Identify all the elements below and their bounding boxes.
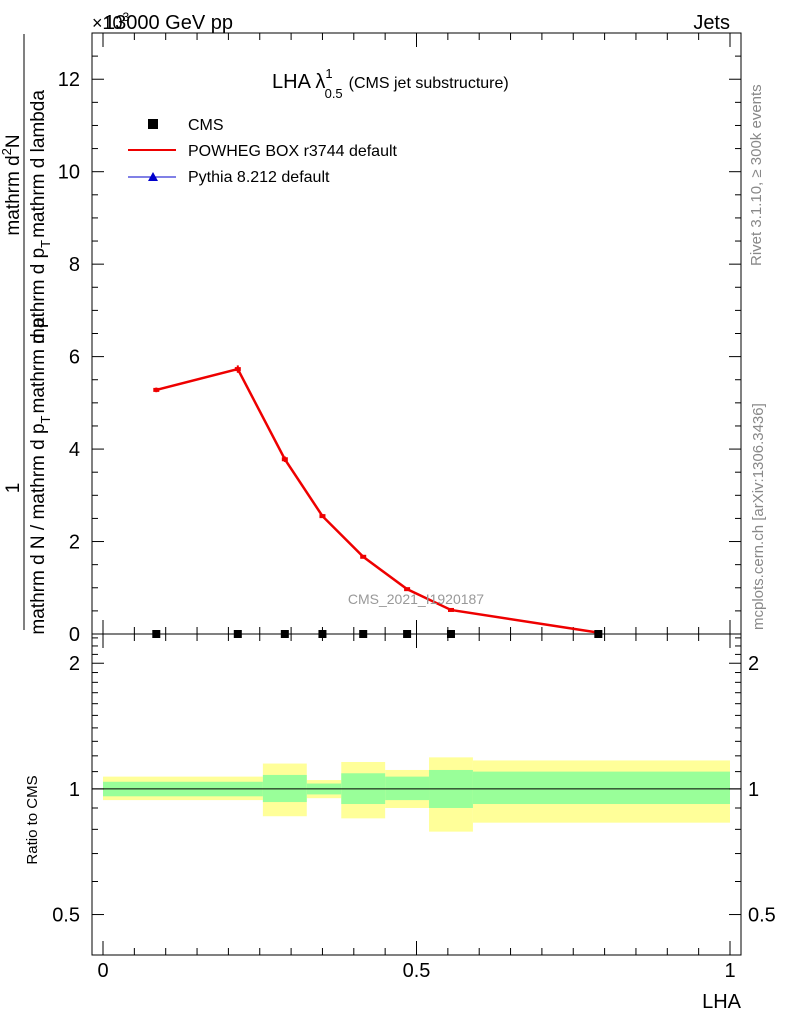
x-ticks: 0 0.5 1 — [97, 33, 736, 982]
cms-point — [280, 630, 289, 638]
ratio-y-tick-label-left: 0.5 — [52, 905, 80, 927]
ratio-y-tick-label-right: 2 — [748, 653, 759, 675]
ratio-band-inner-4 — [385, 776, 430, 801]
y-label-denom-2: mathrm d pTmathrm d lambda — [28, 90, 53, 344]
powheg-point — [234, 367, 241, 372]
main-y-axis-label: 1 mathrm d N / mathrm d pTmathrm d p mat… — [0, 34, 53, 635]
main-y-tick-label: 10 — [58, 162, 80, 184]
legend-powheg-label: POWHEG BOX r3744 default — [188, 143, 398, 160]
cms-point — [233, 630, 242, 638]
powheg-point — [281, 457, 288, 462]
x-tick-label: 0 — [97, 960, 108, 982]
powheg-point — [447, 607, 454, 612]
legend-pythia-label: Pythia 8.212 default — [188, 169, 330, 186]
legend-cms-marker — [148, 119, 158, 129]
legend: CMS POWHEG BOX r3744 default Pythia 8.21… — [128, 117, 398, 186]
main-y-tick-label: 4 — [69, 439, 80, 461]
multiplier-label: ×103 — [92, 10, 130, 33]
y-label-denom-1: mathrm d N / mathrm d pTmathrm d p — [28, 317, 53, 634]
powheg-point — [360, 554, 367, 559]
cms-point — [446, 630, 455, 638]
powheg-point — [153, 387, 160, 392]
ratio-y-tick-label-left: 2 — [69, 653, 80, 675]
main-y-tick-label: 12 — [58, 69, 80, 91]
legend-pythia-marker — [148, 172, 158, 181]
legend-cms-label: CMS — [188, 117, 224, 134]
powheg-point — [404, 587, 411, 592]
y-label-numer-2: mathrm d2N — [0, 134, 24, 235]
ratio-band-inner-6 — [472, 771, 730, 805]
ratio-y-tick-label-right: 1 — [748, 779, 759, 801]
series-layer — [152, 365, 603, 638]
plot-title: LHA λ1 0.5(CMS jet substructure) — [272, 66, 509, 101]
mcplots-label: mcplots.cern.ch [arXiv:1306.3436] — [750, 403, 767, 630]
cms-point — [359, 630, 368, 638]
main-y-tick-label: 6 — [69, 347, 80, 369]
main-y-tick-label: 2 — [69, 532, 80, 554]
x-tick-label: 1 — [724, 960, 735, 982]
ratio-y-tick-label-left: 1 — [69, 779, 80, 801]
main-y-tick-label: 8 — [69, 254, 80, 276]
ratio-y-tick-label-right: 0.5 — [748, 905, 776, 927]
main-ticks: 0 2 4 6 8 10 12 — [58, 32, 741, 646]
x-axis-label: LHA — [702, 991, 742, 1013]
cms-point — [594, 630, 603, 638]
category-label: Jets — [693, 12, 730, 34]
powheg-point — [319, 514, 326, 519]
ratio-y-axis-label: Ratio to CMS — [24, 775, 41, 864]
powheg-line — [155, 367, 599, 634]
x-tick-label: 0.5 — [403, 960, 431, 982]
cms-point — [403, 630, 412, 638]
cms-point — [318, 630, 327, 638]
rivet-label: Rivet 3.1.10, ≥ 300k events — [748, 84, 765, 266]
main-y-tick-label: 0 — [69, 624, 80, 646]
cms-point — [152, 630, 161, 638]
y-label-numer-1: 1 — [3, 483, 24, 494]
ratio-bands — [103, 757, 730, 832]
energy-label: 13000 GeV pp — [104, 12, 233, 34]
ratio-ticks: 0.5 0.5 1 1 2 2 — [52, 637, 776, 927]
analysis-watermark: CMS_2021_I1920187 — [348, 591, 484, 607]
